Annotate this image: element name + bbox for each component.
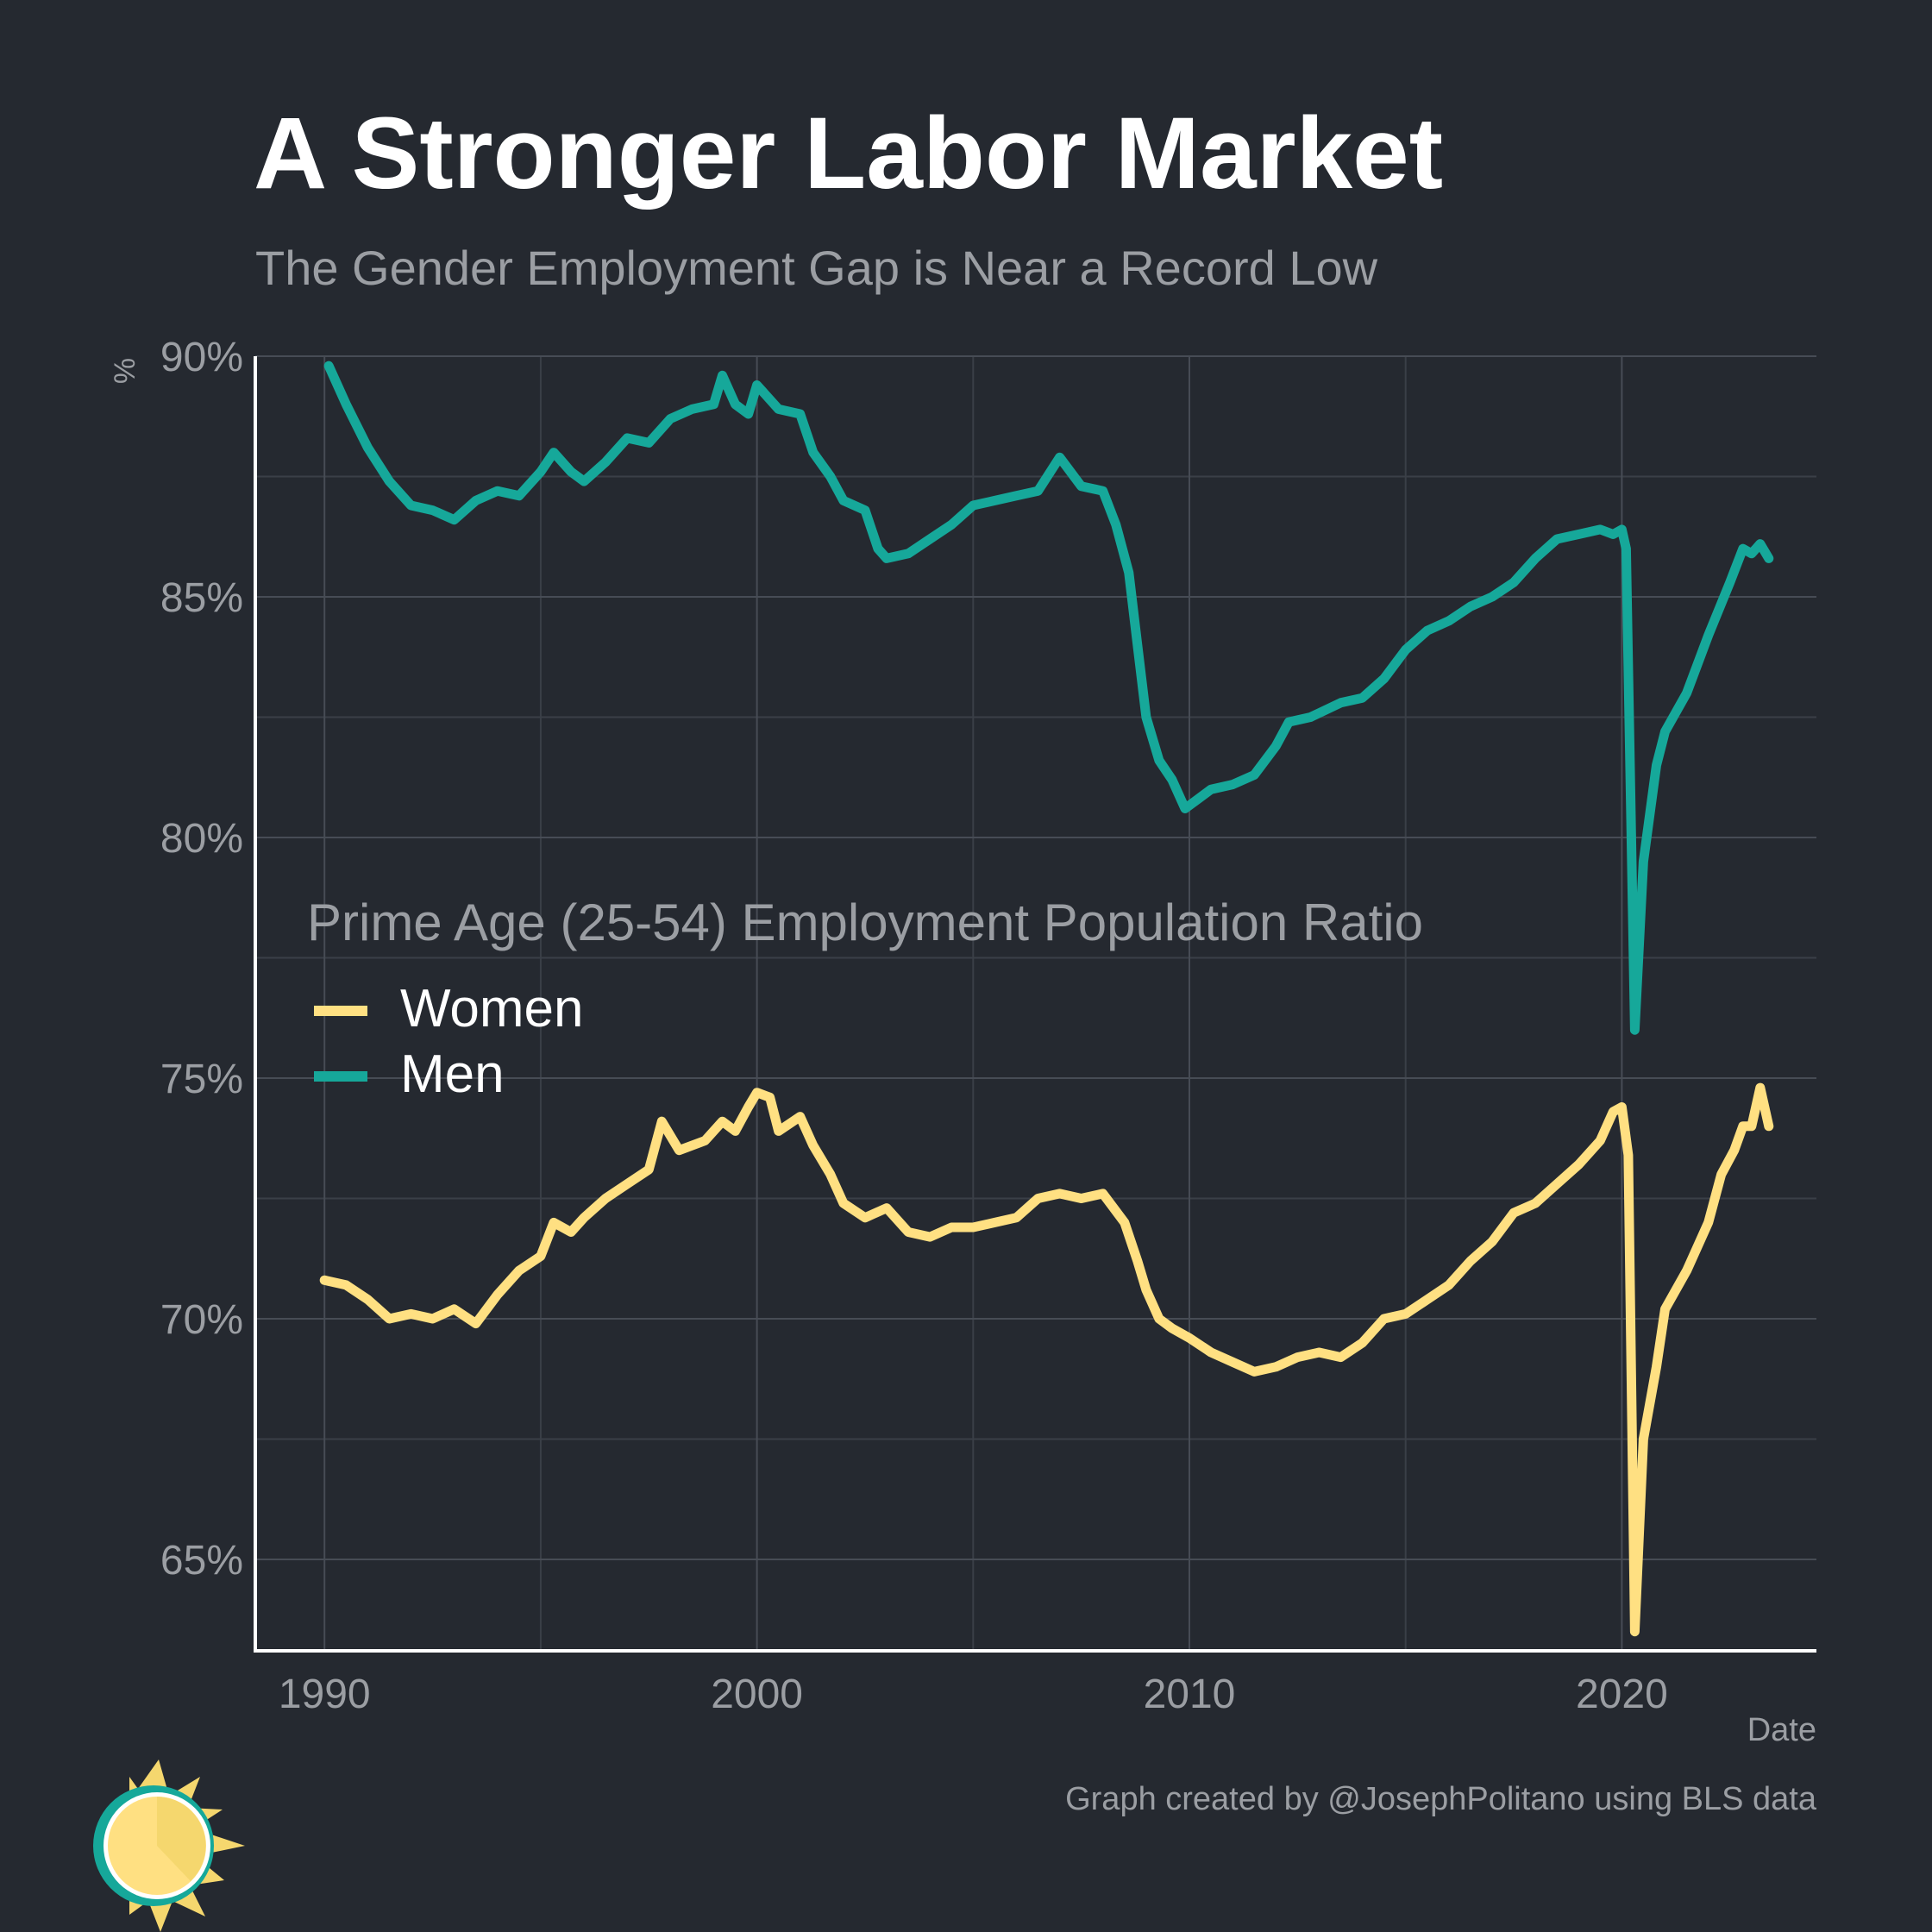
grid (255, 355, 1816, 1651)
legend-label-women: Women (400, 979, 584, 1038)
y-tick-label: 85% (160, 575, 243, 621)
sun-logo (93, 1760, 245, 1932)
x-tick-label: 2010 (1144, 1672, 1236, 1717)
x-tick-label: 2020 (1576, 1672, 1668, 1717)
series-line-men (323, 361, 1774, 1035)
y-tick-label: 80% (160, 816, 243, 862)
x-tick-label: 2000 (711, 1672, 803, 1717)
x-tick-labels: 1990 2000 2010 2020 (279, 1672, 1668, 1717)
chart-title: A Stronger Labor Market (254, 97, 1443, 210)
y-tick-label: 70% (160, 1297, 243, 1343)
caption: Graph created by @JosephPolitano using B… (1065, 1781, 1817, 1817)
y-tick-label: 65% (160, 1538, 243, 1584)
legend-label-men: Men (400, 1044, 505, 1104)
y-tick-label: 75% (160, 1057, 243, 1102)
series-layer (319, 361, 1774, 1637)
x-axis-label: Date (1747, 1712, 1816, 1748)
legend: Prime Age (25-54) Employment Population … (307, 894, 1423, 1104)
x-tick-label: 1990 (279, 1672, 371, 1717)
series-line-women (319, 1082, 1774, 1637)
y-tick-labels: 65% 70% 75% 80% 85% 90% (160, 335, 243, 1584)
sun-shadow-icon (157, 1797, 206, 1881)
y-tick-label: 90% (160, 335, 243, 380)
chart-subtitle: The Gender Employment Gap is Near a Reco… (255, 241, 1378, 295)
legend-title: Prime Age (25-54) Employment Population … (307, 894, 1423, 951)
y-axis-label: % (109, 358, 141, 384)
